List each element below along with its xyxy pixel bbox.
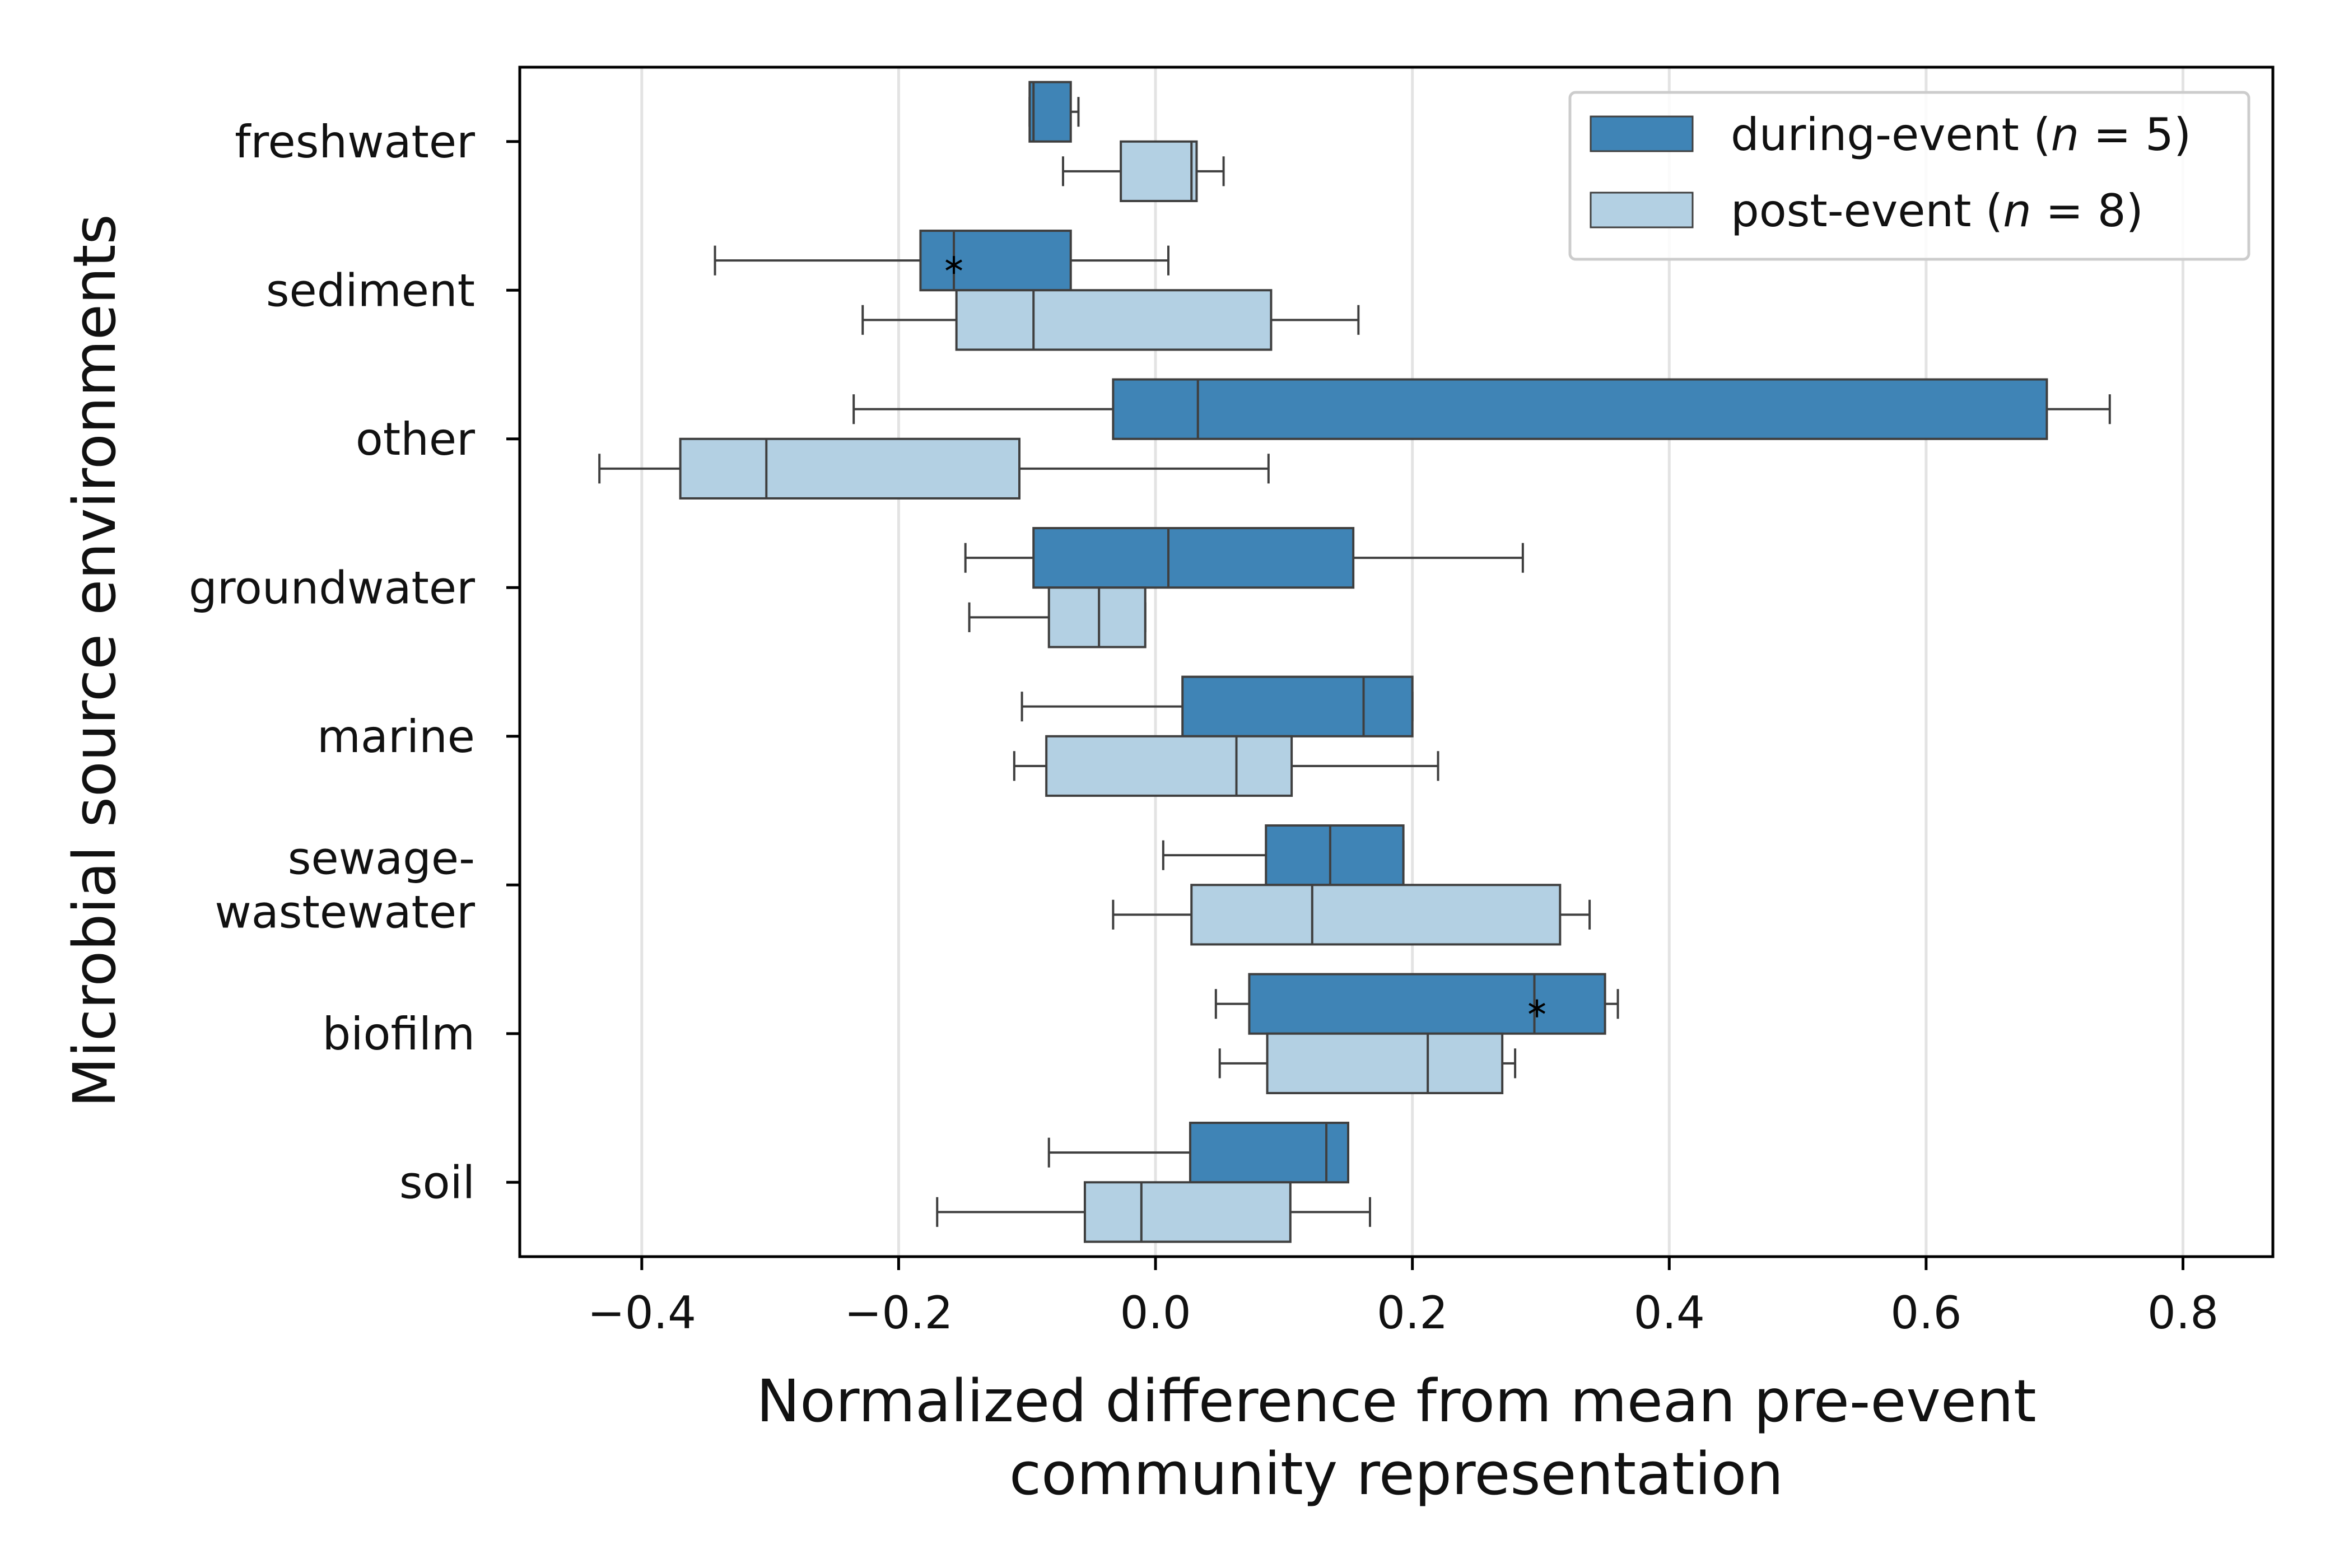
y-tick-label: groundwater: [189, 562, 475, 614]
box-group: [714, 230, 1169, 292]
box-group: [968, 586, 1147, 648]
y-tick-label: sewage-: [288, 832, 475, 884]
x-tick-label: 0.0: [1120, 1287, 1191, 1339]
legend-swatch-post-event: [1590, 192, 1694, 228]
y-tick-label: soil: [399, 1156, 475, 1208]
box-group: [1013, 735, 1439, 797]
iqr-box: [1112, 378, 2048, 440]
y-tick-label: biofilm: [323, 1008, 476, 1060]
iqr-box: [955, 289, 1273, 351]
x-axis-ticks: −0.4 −0.2 0.0 0.2 0.4 0.6 0.8: [588, 1257, 2219, 1339]
box-group: [1112, 884, 1591, 946]
x-tick-label: 0.2: [1377, 1287, 1448, 1339]
iqr-box: [1083, 1181, 1292, 1243]
y-tick-label: wastewater: [215, 886, 475, 938]
legend-label-post-event: post-event (n = 8): [1731, 185, 2143, 237]
box-group: [1028, 81, 1080, 143]
box-group: [852, 378, 2111, 440]
y-tick-label: marine: [317, 711, 475, 763]
iqr-box: [1265, 824, 1405, 886]
legend-label-during-event: during-event (n = 5): [1731, 109, 2191, 161]
x-axis-title-line-1: Normalized difference from mean pre-even…: [756, 1367, 2036, 1435]
y-tick-label: sediment: [266, 264, 475, 316]
y-tick-label: freshwater: [235, 116, 475, 168]
iqr-box: [1190, 884, 1562, 946]
iqr-box: [1181, 675, 1414, 738]
y-axis-title: Microbial source environments: [60, 214, 129, 1107]
x-tick-label: 0.8: [2147, 1287, 2219, 1339]
iqr-box: [1045, 735, 1293, 797]
box-group: [1218, 1032, 1517, 1094]
iqr-box: [1248, 973, 1606, 1035]
box-group: [861, 289, 1360, 351]
iqr-box: [1047, 586, 1147, 648]
box-group: [936, 1181, 1371, 1243]
plot-frame: [518, 66, 2275, 1258]
outlier-marker: [1529, 1002, 1545, 1014]
legend-swatch-during-event: [1590, 115, 1694, 152]
iqr-box: [1032, 527, 1355, 589]
x-axis-title-line-2: community representation: [1009, 1440, 1783, 1508]
box-group: [1214, 973, 1619, 1035]
y-tick-label: other: [356, 413, 475, 465]
box-group: [1020, 675, 1414, 738]
iqr-box: [1028, 81, 1072, 143]
iqr-box: [919, 230, 1072, 292]
box-group: [1047, 1122, 1350, 1184]
grid-lines: [640, 67, 2184, 1257]
iqr-box: [679, 437, 1020, 500]
x-tick-label: −0.4: [588, 1287, 696, 1339]
legend: during-event (n = 5) post-event (n = 8): [1568, 91, 2250, 261]
legend-frame: [1568, 91, 2250, 261]
x-tick-label: 0.6: [1890, 1287, 1961, 1339]
iqr-box: [1266, 1032, 1504, 1094]
iqr-box: [1120, 140, 1198, 202]
box-group: [598, 437, 1270, 500]
y-axis-ticks: freshwater sediment other groundwater marine…: [189, 116, 520, 1208]
x-tick-label: −0.2: [844, 1287, 953, 1339]
box-group: [964, 527, 1524, 589]
iqr-box: [1189, 1122, 1350, 1184]
box-group: [1061, 140, 1225, 202]
x-tick-label: 0.4: [1634, 1287, 1705, 1339]
outlier-marker: [945, 259, 962, 270]
box-layer: [598, 81, 2111, 1243]
